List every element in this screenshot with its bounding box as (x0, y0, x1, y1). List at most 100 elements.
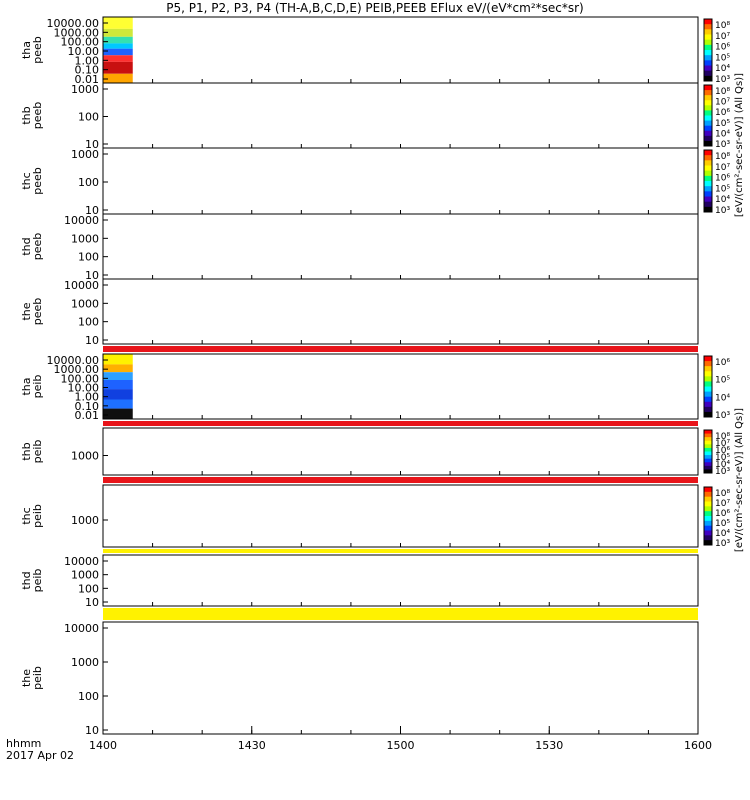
colorbar-tick-label: 10⁶ (715, 509, 730, 519)
colorbar-swatch (704, 381, 712, 387)
colorbar-swatch (704, 376, 712, 382)
colorbar-tick-label: 10⁶ (715, 446, 730, 456)
y-tick-label: 0.01 (75, 409, 100, 422)
y-tick-label: 100.00 (61, 372, 100, 385)
panel-frame (102, 16, 699, 84)
colorbar-tick-label: 10⁸ (715, 21, 730, 31)
colorbar-tick-label: 10⁷ (715, 32, 730, 42)
panel-frame (102, 82, 699, 149)
colorbar-axis-label-peeb: [eV/(cm²-sec-sr-eV)] (All Qs)] (734, 73, 745, 217)
colorbar-swatch (704, 366, 712, 372)
y-tick-label: 10 (85, 269, 99, 282)
colorbar-swatch (704, 181, 712, 187)
y-tick-label: 100 (78, 316, 99, 329)
y-tick-label: 1000 (71, 83, 99, 96)
colorbar-swatch (704, 496, 712, 502)
panel-product-label: peib (31, 504, 44, 528)
colorbar-swatch (704, 440, 712, 445)
colorbar-swatch (704, 140, 712, 147)
colorbar-swatch (704, 396, 712, 403)
panel-frame (102, 353, 699, 420)
panel-probe-label: thc (20, 507, 33, 524)
y-tick-label: 100 (78, 690, 99, 703)
panel-frame (102, 213, 699, 280)
x-tick-label: 1600 (684, 739, 712, 752)
spectrogram-cell (103, 372, 133, 380)
x-tick-label: 1430 (238, 739, 266, 752)
colorbar-swatch (704, 120, 712, 127)
panel-frame (102, 621, 699, 735)
panel-product-label: peeb (31, 167, 44, 195)
x-tick-label: 1530 (535, 739, 563, 752)
colorbar-tick-label: 10⁴ (715, 393, 730, 403)
panel-frame (102, 427, 699, 476)
colorbar-tick-label: 10⁴ (715, 460, 730, 470)
colorbar-swatch (704, 451, 712, 456)
colorbar-swatch (704, 356, 712, 362)
colorbar-swatch (704, 85, 712, 91)
colorbar-swatch (704, 175, 712, 182)
band-strip-4 (103, 608, 698, 620)
spectrogram-cell (103, 408, 133, 419)
colorbar-tick-label: 10⁷ (715, 499, 730, 509)
colorbar-tick-label: 10⁵ (715, 519, 730, 529)
colorbar-tick-label: 10⁸ (715, 152, 730, 162)
colorbar-tick-label: 10³ (715, 140, 730, 150)
colorbar-tick-label: 10⁵ (715, 376, 730, 386)
y-tick-label: 100 (78, 582, 99, 595)
y-tick-label: 10.00 (68, 45, 100, 58)
y-tick-label: 100 (78, 111, 99, 124)
colorbar-swatch (704, 406, 712, 413)
band-strip-3 (103, 549, 698, 553)
y-tick-label: 1000 (71, 656, 99, 669)
panel-frame (102, 554, 699, 607)
panel-frame (102, 147, 699, 215)
panel-product-label: peib (31, 569, 44, 593)
panel-product-label: peeb (31, 36, 44, 64)
y-tick-label: 10000 (64, 214, 99, 227)
y-tick-label: 1000 (71, 232, 99, 245)
spectrogram-cell (103, 28, 133, 37)
colorbar-swatch (704, 19, 712, 25)
y-tick-label: 1000 (71, 297, 99, 310)
colorbar-tick-label: 10⁵ (715, 453, 730, 463)
colorbar-swatch (704, 165, 712, 172)
colorbar-swatch (704, 469, 712, 474)
colorbar-tick-label: 10⁶ (715, 108, 730, 118)
colorbar-swatch (704, 530, 712, 536)
colorbar-swatch (704, 29, 712, 35)
y-tick-label: 10 (85, 596, 99, 609)
spectrogram-cell (103, 380, 133, 390)
y-tick-label: 1.00 (75, 391, 100, 404)
colorbar-swatch (704, 520, 712, 527)
spectrogram-cell (103, 55, 133, 62)
colorbar-tick-label: 10⁵ (715, 184, 730, 194)
colorbar-swatch (704, 130, 712, 137)
colorbar-tick-label: 10⁴ (715, 64, 730, 74)
colorbar-swatch (704, 433, 712, 438)
y-tick-label: 1000 (71, 569, 99, 582)
y-tick-label: 100 (78, 176, 99, 189)
colorbar-tick-label: 10⁶ (715, 358, 730, 368)
y-tick-label: 10000.00 (47, 17, 100, 30)
colorbar-swatch (704, 401, 712, 408)
y-tick-label: 10000 (64, 555, 99, 568)
y-tick-label: 1.00 (75, 54, 100, 67)
panel-probe-label: tha (20, 41, 33, 59)
colorbar-swatch (704, 70, 712, 77)
colorbar-swatch (704, 455, 712, 460)
colorbar-tick-label: 10⁸ (715, 87, 730, 97)
colorbar-frame (703, 18, 713, 82)
colorbar-swatch (704, 150, 712, 156)
y-tick-label: 1000.00 (54, 363, 100, 376)
colorbar-tick-label: 10⁶ (715, 43, 730, 53)
colorbar-swatch (704, 75, 712, 82)
